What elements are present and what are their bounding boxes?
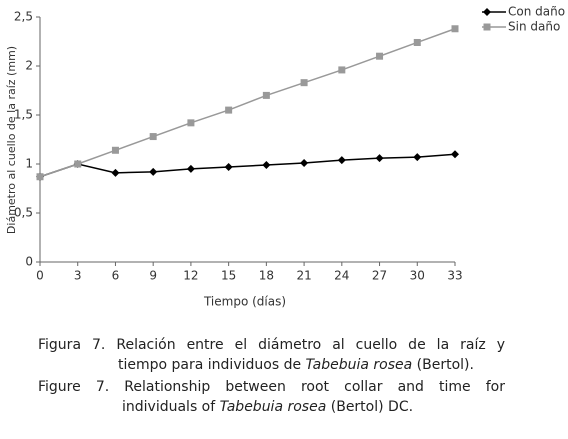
point [375, 154, 384, 163]
caption-text: individuals of [122, 399, 220, 415]
x-tick-label: 3 [74, 269, 82, 283]
point [300, 79, 308, 87]
x-tick-label: 0 [36, 269, 44, 283]
caption-text: Figura 7. Relación entre el diámetro al … [38, 337, 505, 353]
x-tick-label: 33 [447, 269, 462, 283]
point [451, 150, 459, 159]
legend-label: Con daño [508, 5, 565, 19]
x-tick-label: 9 [149, 269, 157, 283]
point [262, 160, 271, 169]
point [300, 159, 309, 168]
point [337, 156, 346, 165]
legend-marker [483, 8, 491, 16]
y-tick-label: 2,5 [14, 10, 33, 24]
point [338, 66, 346, 74]
point [186, 164, 195, 173]
x-tick-label: 6 [112, 269, 120, 283]
caption-species: Tabebuia rosea [305, 357, 413, 373]
point [225, 106, 233, 114]
point [36, 173, 44, 181]
caption-line: individuals of Tabebuia rosea (Bertol) D… [122, 398, 413, 416]
x-tick-label: 30 [410, 269, 425, 283]
x-tick-label: 15 [221, 269, 236, 283]
caption-line: Figura 7. Relación entre el diámetro al … [38, 336, 505, 354]
point [111, 146, 119, 154]
series-line [39, 28, 456, 178]
point [262, 91, 270, 99]
legend-label: Sin daño [508, 20, 560, 34]
point [74, 160, 82, 168]
y-tick-label: 0 [25, 255, 33, 269]
point [376, 52, 384, 60]
y-tick-label: 1 [25, 157, 33, 171]
x-tick-label: 24 [334, 269, 349, 283]
caption-line: Figure 7. Relationship between root coll… [38, 378, 505, 396]
y-axis-label: Diámetro al cuello de la raíz (mm) [5, 46, 18, 234]
point [413, 153, 422, 162]
y-tick-label: 1,5 [14, 108, 33, 122]
point [187, 119, 195, 127]
caption-text: (Bertol). [412, 357, 474, 373]
x-tick-label: 12 [183, 269, 198, 283]
point [451, 25, 459, 33]
x-tick-label: 27 [372, 269, 387, 283]
point [111, 168, 120, 177]
legend-marker [483, 23, 491, 31]
point [149, 133, 157, 141]
caption-line: tiempo para individuos de Tabebuia rosea… [118, 356, 474, 374]
x-tick-label: 21 [296, 269, 311, 283]
x-tick-label: 18 [259, 269, 274, 283]
point [413, 38, 421, 46]
point [149, 167, 158, 176]
series-line [39, 153, 456, 178]
y-tick-label: 2 [25, 59, 33, 73]
caption-text: (Bertol) DC. [326, 399, 414, 415]
caption-text: tiempo para individuos de [118, 357, 306, 373]
caption-species: Tabebuia rosea [219, 399, 327, 415]
point [224, 162, 233, 171]
x-axis-label: Tiempo (días) [203, 295, 286, 309]
chart: Tiempo (días) Diámetro al cuello de la r… [5, 5, 565, 309]
y-tick-label: 0,5 [14, 206, 33, 220]
caption-text: Figure 7. Relationship between root coll… [38, 379, 505, 395]
